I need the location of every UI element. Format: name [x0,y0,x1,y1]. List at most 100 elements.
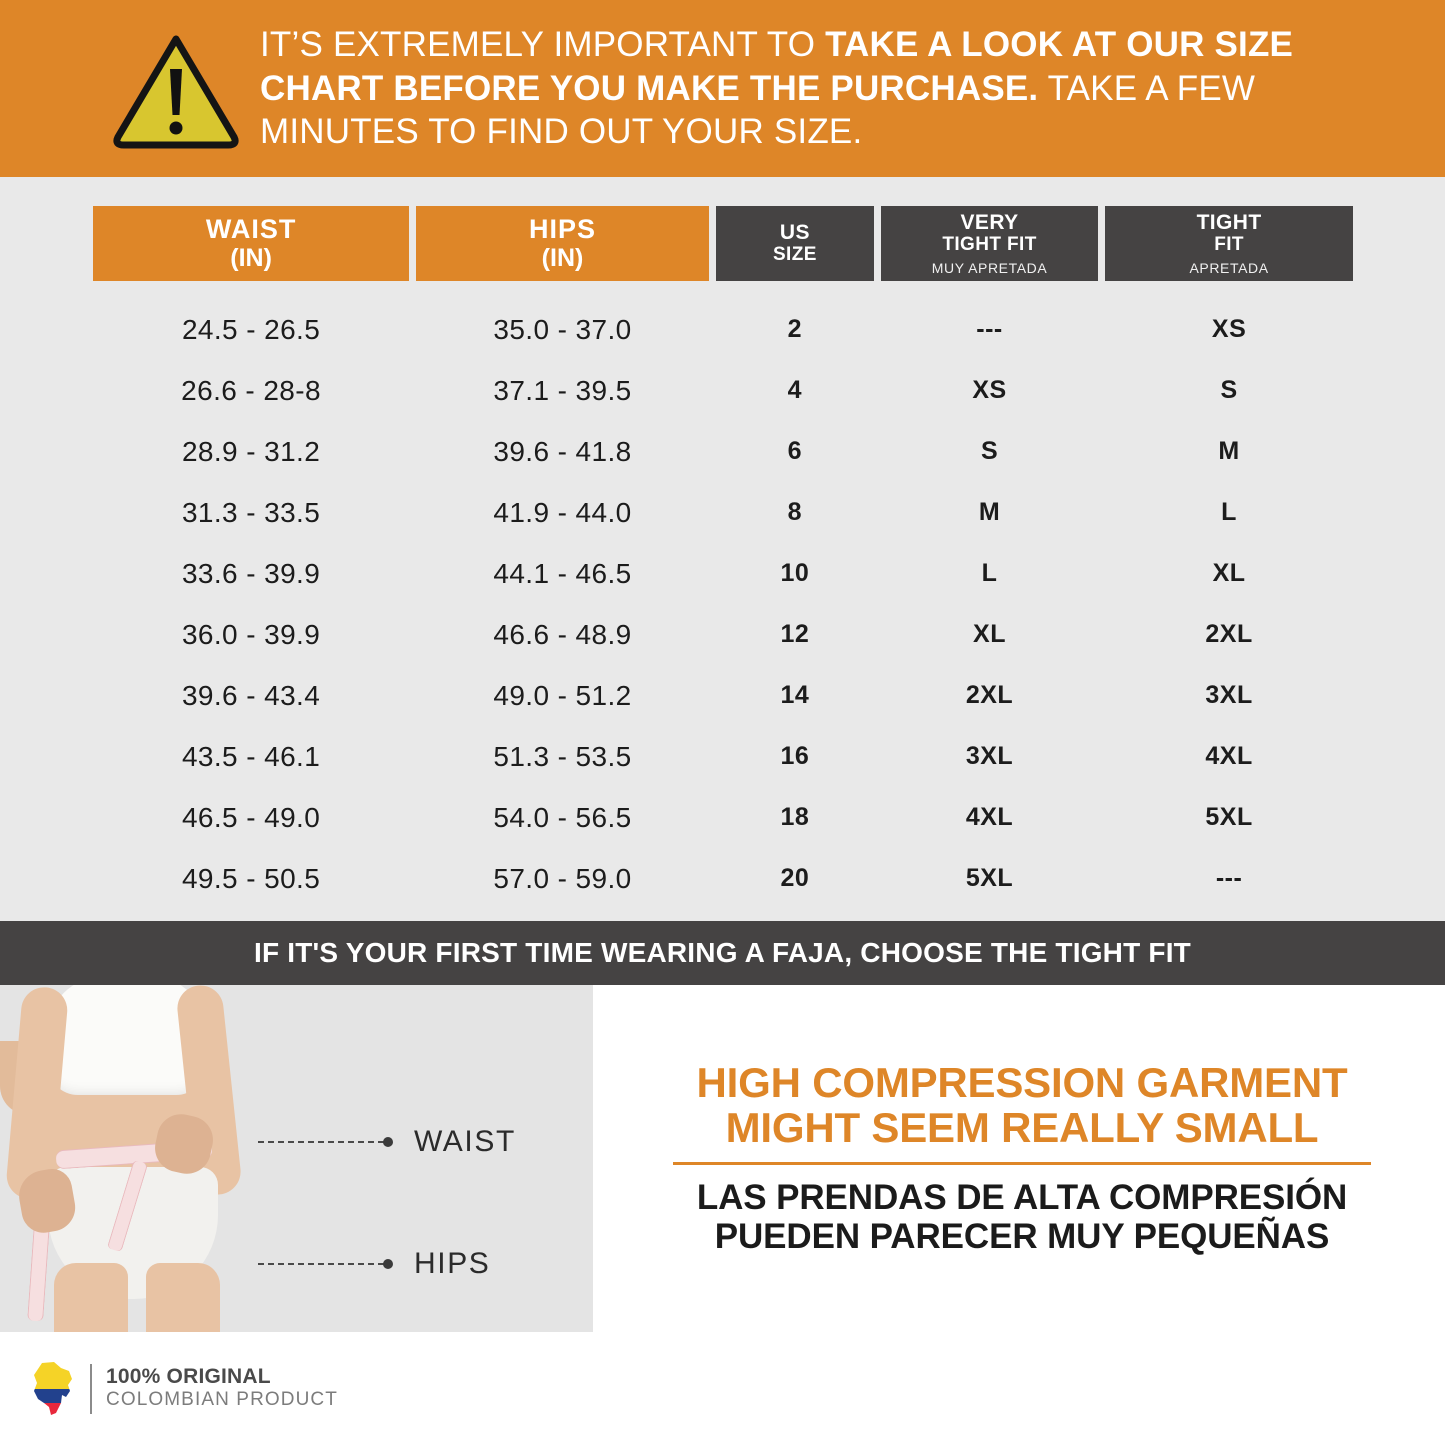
callout-hips-dot [383,1259,393,1269]
very-tight-header-line1: VERY [960,210,1019,234]
column-header-waist: WAIST (IN) [93,206,410,281]
table-row: 24.5 - 26.5 35.0 - 37.0 2 --- XS [93,281,1353,360]
woman-measuring-waist-photo [0,985,330,1332]
callout-hips-line [258,1263,384,1265]
first-time-tip-banner: IF IT'S YOUR FIRST TIME WEARING A FAJA, … [0,921,1445,985]
cell-very-tight-fit: 2XL [965,681,1014,709]
callout-waist-label: WAIST [414,1125,516,1158]
cell-us-size: 6 [787,437,803,465]
cell-us-size: 12 [780,620,810,648]
waist-header-title: WAIST [205,213,297,244]
callout-hips-label: HIPS [414,1247,491,1280]
us-header-line1: US [779,221,810,245]
compression-message-panel: HIGH COMPRESSION GARMENT MIGHT SEEM REAL… [593,985,1445,1332]
cell-tight-fit: L [1221,498,1237,526]
cell-waist: 46.5 - 49.0 [181,801,321,833]
table-row: 46.5 - 49.0 54.0 - 56.5 18 4XL 5XL [93,787,1353,848]
cell-waist: 39.6 - 43.4 [181,679,321,711]
cell-very-tight-fit: M [978,498,1001,526]
cell-tight-fit: 3XL [1205,681,1253,709]
table-row: 36.0 - 39.9 46.6 - 48.9 12 XL 2XL [93,604,1353,665]
cell-waist: 28.9 - 31.2 [181,435,321,467]
cell-us-size: 18 [780,803,810,831]
cell-us-size: 16 [780,742,810,770]
cell-very-tight-fit: L [981,559,998,587]
cell-waist: 31.3 - 33.5 [181,496,321,528]
compression-message-es-line2: PUEDEN PARECER MUY PEQUEÑAS [714,1216,1330,1256]
alert-text-lead: IT’S EXTREMELY IMPORTANT TO [260,24,826,64]
column-header-very-tight-fit: VERY TIGHT FIT MUY APRETADA [880,206,1099,281]
cell-waist: 33.6 - 39.9 [181,557,321,589]
alert-text-tail: TAKE A FEW MINUTES TO FIND OUT YOUR SIZE… [260,68,1256,152]
cell-us-size: 4 [787,376,803,404]
table-row: 43.5 - 46.1 51.3 - 53.5 16 3XL 4XL [93,726,1353,787]
lower-section: WAIST HIPS HIGH COMPRESSION GARMENT MIGH… [0,985,1445,1332]
footer: 100% ORIGINAL COLOMBIAN PRODUCT [0,1332,1445,1445]
footer-divider [90,1363,92,1414]
cell-hips: 44.1 - 46.5 [493,557,632,589]
callout-waist: WAIST [258,1125,516,1159]
footer-text: 100% ORIGINAL COLOMBIAN PRODUCT [106,1365,338,1412]
cell-very-tight-fit: S [980,437,999,465]
cell-waist: 36.0 - 39.9 [181,618,321,650]
callout-hips: HIPS [258,1247,490,1281]
cell-waist: 43.5 - 46.1 [181,740,321,772]
cell-tight-fit: --- [1215,864,1243,892]
cell-tight-fit: 2XL [1205,620,1253,648]
cell-waist: 49.5 - 50.5 [181,862,321,894]
figure-right-leg [146,1263,220,1332]
cell-hips: 51.3 - 53.5 [493,740,632,772]
alert-text-emphasis: TAKE A LOOK AT OUR SIZE CHART BEFORE YOU… [260,24,1294,108]
cell-waist: 24.5 - 26.5 [181,313,321,345]
cell-very-tight-fit: --- [976,315,1003,343]
cell-hips: 57.0 - 59.0 [493,862,632,894]
cell-tight-fit: M [1218,437,1240,465]
alert-text: IT’S EXTREMELY IMPORTANT TO TAKE A LOOK … [260,23,1350,154]
warning-triangle-icon [112,33,240,151]
callout-waist-line [258,1141,384,1143]
cell-hips: 39.6 - 41.8 [493,435,632,467]
footer-subtitle: COLOMBIAN PRODUCT [106,1389,338,1411]
footer-title: 100% ORIGINAL [106,1365,271,1389]
table-header-row: WAIST (IN) HIPS (IN) US SIZE VERY TIGHT … [93,206,1353,281]
table-row: 49.5 - 50.5 57.0 - 59.0 20 5XL --- [93,848,1353,909]
compression-message-en-line2: MIGHT SEEM REALLY SMALL [725,1103,1319,1151]
table-row: 31.3 - 33.5 41.9 - 44.0 8 M L [93,482,1353,543]
cell-very-tight-fit: 5XL [965,864,1014,892]
cell-hips: 54.0 - 56.5 [493,801,632,833]
cell-us-size: 10 [780,559,810,587]
alert-banner: IT’S EXTREMELY IMPORTANT TO TAKE A LOOK … [0,0,1445,177]
column-header-us-size: US SIZE [715,206,874,281]
cell-us-size: 20 [780,864,810,892]
first-time-tip-text: IF IT'S YOUR FIRST TIME WEARING A FAJA, … [254,937,1191,968]
cell-very-tight-fit: XS [972,376,1007,404]
tight-header-line1: TIGHT [1196,210,1262,234]
cell-tight-fit: XS [1211,315,1247,343]
cell-very-tight-fit: 3XL [965,742,1014,770]
table-row: 26.6 - 28-8 37.1 - 39.5 4 XS S [93,360,1353,421]
colombia-map-flag-icon [28,1361,80,1417]
cell-us-size: 2 [787,315,803,343]
cell-tight-fit: 4XL [1205,742,1253,770]
column-header-tight-fit: TIGHT FIT APRETADA [1105,206,1353,281]
cell-tight-fit: XL [1212,559,1246,587]
table-row: 33.6 - 39.9 44.1 - 46.5 10 L XL [93,543,1353,604]
size-table: WAIST (IN) HIPS (IN) US SIZE VERY TIGHT … [86,206,1360,909]
measurement-photo-panel: WAIST HIPS [0,985,593,1332]
table-row: 28.9 - 31.2 39.6 - 41.8 6 S M [93,421,1353,482]
cell-us-size: 14 [780,681,810,709]
column-header-hips: HIPS (IN) [416,206,709,281]
cell-tight-fit: 5XL [1205,803,1253,831]
cell-hips: 37.1 - 39.5 [493,374,632,406]
hips-header-title: HIPS [528,213,597,244]
compression-message-english: HIGH COMPRESSION GARMENT MIGHT SEEM REAL… [697,1060,1348,1151]
cell-hips: 35.0 - 37.0 [493,313,632,345]
very-tight-header-line2: TIGHT FIT [942,233,1037,255]
compression-message-divider [673,1162,1371,1166]
cell-us-size: 8 [787,498,803,526]
cell-very-tight-fit: 4XL [965,803,1014,831]
cell-hips: 46.6 - 48.9 [493,618,632,650]
cell-tight-fit: S [1220,376,1238,404]
size-table-area: WAIST (IN) HIPS (IN) US SIZE VERY TIGHT … [0,177,1445,921]
